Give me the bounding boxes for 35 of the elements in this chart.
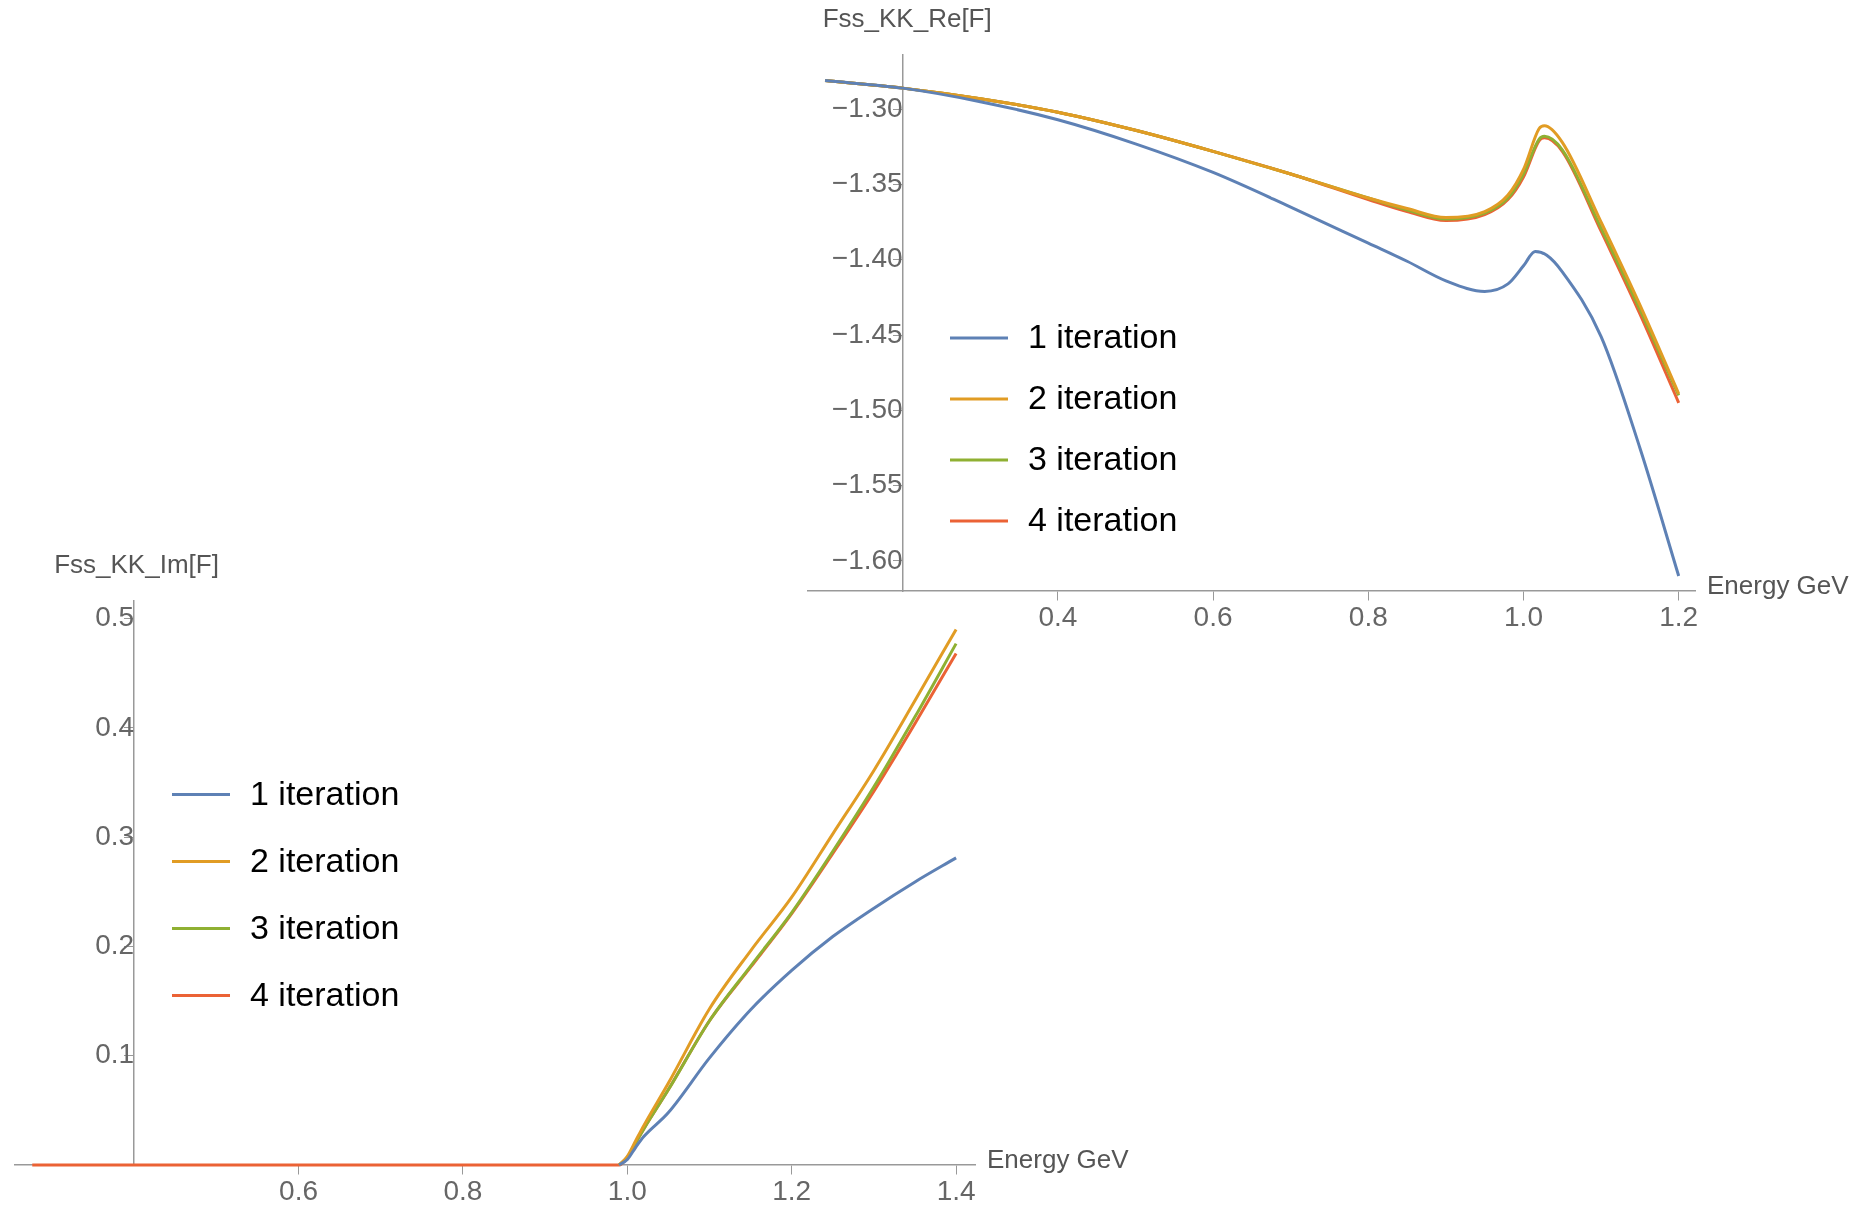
legend-label: 3 iteration xyxy=(250,907,400,946)
y-tick-label: −1.40 xyxy=(831,242,903,274)
legend-label: 4 iteration xyxy=(1028,500,1178,539)
x-tick-label: 0.8 xyxy=(443,1174,483,1206)
x-tick-label: 1.4 xyxy=(936,1174,976,1206)
y-tick-label: −1.50 xyxy=(831,393,903,425)
x-tick-label: 0.8 xyxy=(1348,600,1388,632)
legend-label: 1 iteration xyxy=(250,773,400,812)
y-tick-label: −1.35 xyxy=(831,167,903,199)
y-axis-title: Fss_KK_Im[F] xyxy=(54,549,219,580)
y-tick-label: 0.3 xyxy=(95,819,135,851)
x-axis-title: Energy GeV xyxy=(1707,570,1850,601)
y-tick-label: 0.5 xyxy=(95,601,135,633)
line-series xyxy=(617,856,958,1167)
legend-label: 2 iteration xyxy=(250,840,400,879)
x-axis-title: Energy GeV xyxy=(987,1144,1130,1175)
y-axis-title: Fss_KK_Re[F] xyxy=(822,3,992,34)
legend-label: 2 iteration xyxy=(1028,378,1178,417)
line-series xyxy=(823,79,1681,578)
x-tick-label: 0.6 xyxy=(1193,600,1233,632)
y-tick-label: −1.45 xyxy=(831,317,903,349)
x-tick-label: 1.2 xyxy=(772,1174,812,1206)
legend-label: 4 iteration xyxy=(250,974,400,1013)
y-tick-label: 0.2 xyxy=(95,929,135,961)
x-tick-label: 1.0 xyxy=(607,1174,647,1206)
y-tick-label: 0.1 xyxy=(95,1038,135,1070)
legend-label: 3 iteration xyxy=(1028,439,1178,478)
x-tick-label: 0.6 xyxy=(279,1174,319,1206)
y-tick-label: −1.60 xyxy=(831,543,903,575)
y-tick-label: −1.55 xyxy=(831,468,903,500)
x-tick-label: 0.4 xyxy=(1038,600,1078,632)
x-tick-label: 1.0 xyxy=(1504,600,1543,632)
y-tick-label: −1.30 xyxy=(831,91,903,123)
legend-label: 1 iteration xyxy=(1028,317,1178,356)
x-tick-label: 1.2 xyxy=(1659,600,1699,632)
